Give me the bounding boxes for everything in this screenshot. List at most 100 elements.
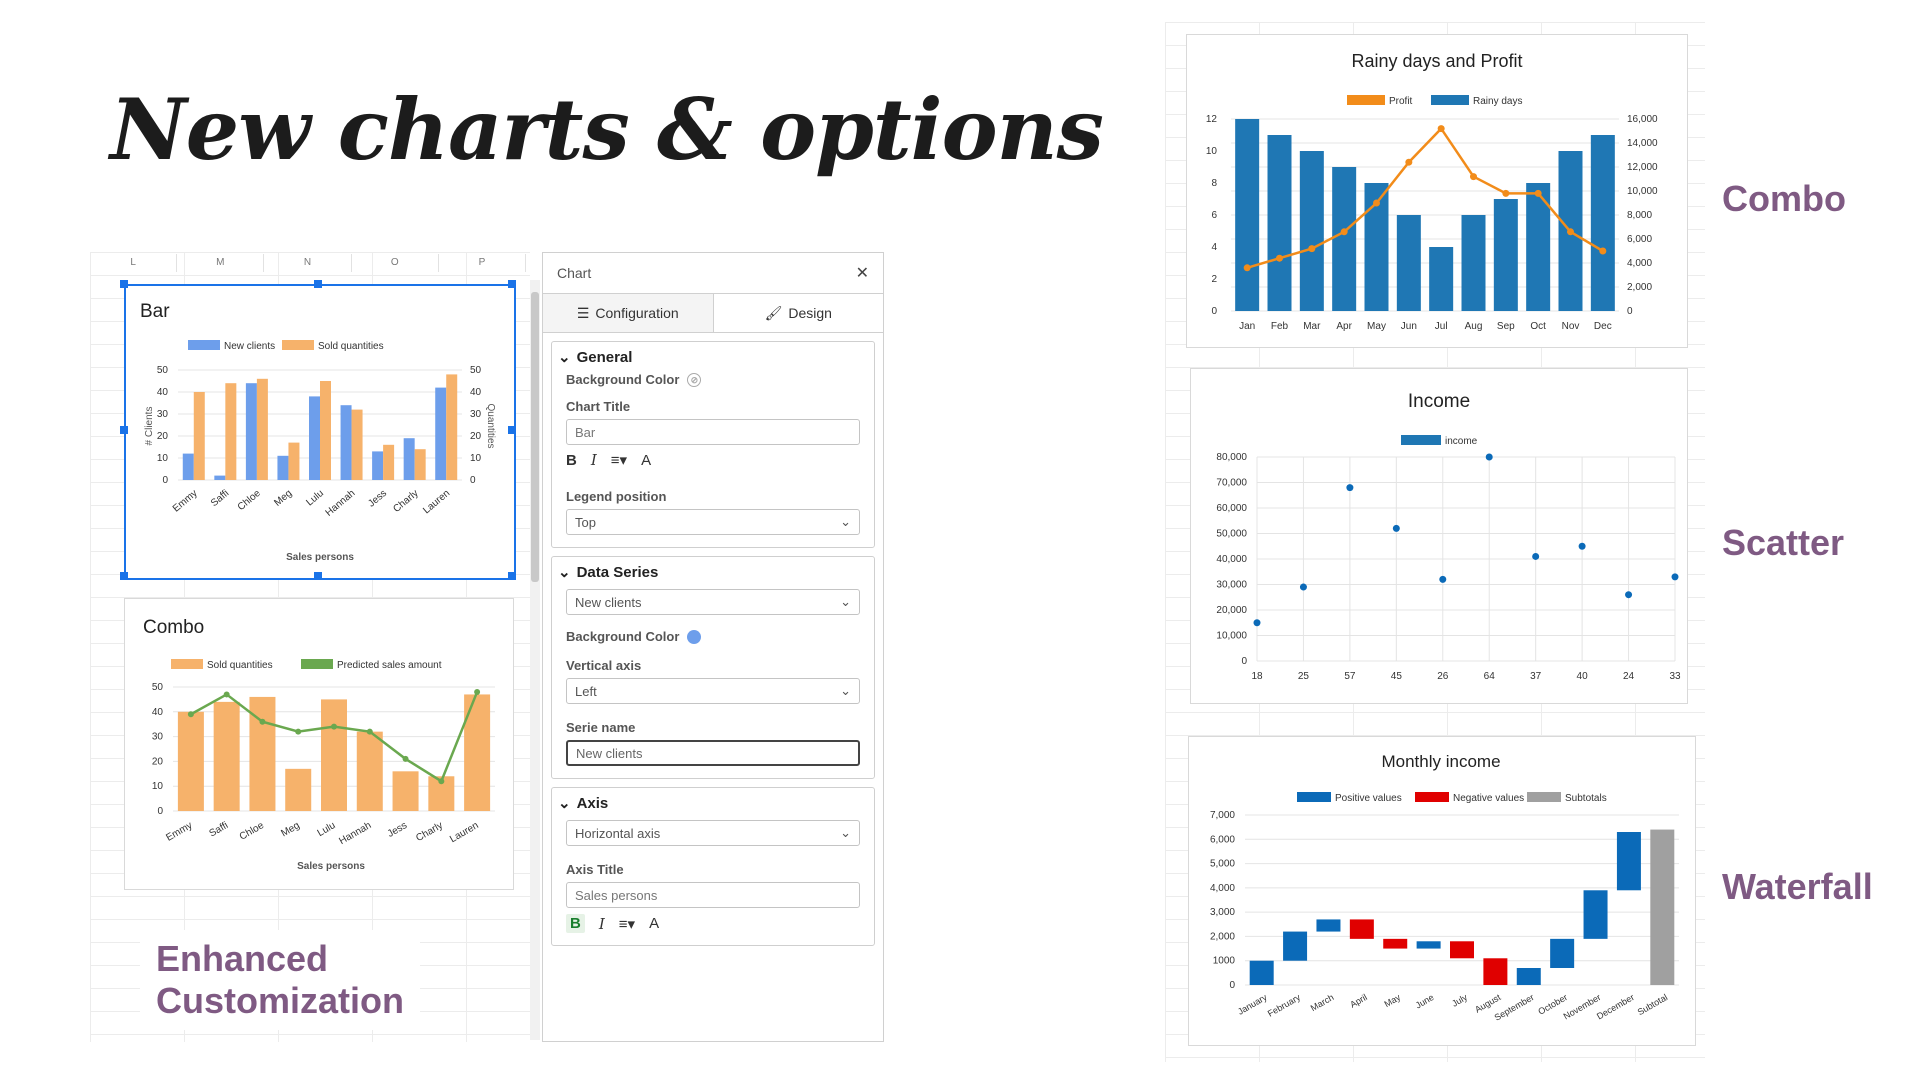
bar	[1396, 215, 1421, 311]
chevron-down-icon: ⌄	[558, 795, 571, 812]
resize-handle[interactable]	[508, 426, 516, 434]
resize-handle[interactable]	[508, 572, 516, 580]
bar	[182, 453, 194, 480]
y-tick-label: 5,000	[1210, 859, 1235, 870]
axis-section-header[interactable]: ⌄ Axis	[558, 794, 860, 813]
scatter-point	[1625, 591, 1633, 599]
panel-title: Chart	[557, 265, 592, 281]
bar	[435, 387, 447, 480]
select-value: New clients	[575, 594, 642, 610]
bar	[356, 731, 383, 811]
x-tick-label: Hannah	[324, 488, 358, 519]
line-point	[438, 778, 445, 785]
column-header[interactable]: O	[352, 254, 439, 272]
line-point	[402, 755, 409, 762]
legend-label: Profit	[1389, 96, 1413, 107]
axis-title-input[interactable]: Sales persons	[566, 882, 860, 908]
x-tick-label: June	[1414, 992, 1436, 1010]
waterfall-bar	[1383, 938, 1408, 949]
chevron-down-icon: ⌄	[840, 594, 851, 609]
line-point	[187, 711, 194, 718]
waterfall-bar	[1516, 968, 1541, 985]
series-select[interactable]: New clients ⌄	[566, 589, 860, 615]
income-scatter-chart: Income income 0 10,000 20,000 30,000 40,000 50,…	[1216, 391, 1681, 682]
chart-title: Monthly income	[1381, 752, 1500, 771]
tab-configuration[interactable]: ☰ Configuration	[543, 294, 714, 332]
line-point	[474, 688, 481, 695]
line-point	[1373, 199, 1380, 207]
line-point	[1276, 254, 1283, 262]
italic-button[interactable]: I	[590, 451, 597, 469]
x-tick-label: Dec	[1594, 321, 1612, 332]
resize-handle[interactable]	[314, 572, 322, 580]
data-series-section-header[interactable]: ⌄ Data Series	[558, 563, 860, 582]
bar	[285, 768, 312, 811]
bold-button[interactable]: B	[566, 914, 585, 933]
y-tick-label: 4,000	[1210, 883, 1235, 894]
column-header[interactable]: P	[439, 254, 527, 272]
enhanced-label-box: Enhanced Customization	[140, 930, 420, 1030]
bar	[1267, 135, 1292, 311]
combo-label: Combo	[1722, 178, 1846, 219]
close-icon[interactable]: ✕	[855, 265, 869, 282]
no-color-icon[interactable]: ⊘	[687, 372, 702, 387]
scrollbar-thumb[interactable]	[531, 292, 539, 582]
align-button[interactable]: ≡▾	[610, 452, 628, 469]
field-label: Background Color	[566, 372, 680, 387]
series-color-swatch[interactable]	[687, 629, 702, 644]
x-tick-label: Jess	[366, 488, 389, 510]
y-tick-label: 10	[152, 781, 164, 792]
y-tick-label: 10	[1206, 146, 1218, 157]
legend-swatch	[1431, 95, 1469, 105]
x-tick-label: March	[1309, 992, 1336, 1013]
scatter-point	[1439, 575, 1447, 583]
x-tick-label: July	[1450, 992, 1469, 1009]
bar	[214, 475, 226, 480]
income-chart-card[interactable]: Income income 0 10,000 20,000 30,000 40,000 50,…	[1190, 368, 1688, 704]
tab-design[interactable]: 🖌 Design	[714, 294, 884, 332]
y-tick-label: 40	[470, 387, 482, 398]
bold-button[interactable]: B	[566, 451, 577, 469]
text-color-button[interactable]: A	[641, 451, 652, 469]
bar	[1235, 119, 1260, 311]
sliders-icon: ☰	[576, 304, 590, 321]
column-header[interactable]: L	[90, 254, 178, 272]
y-tick-label: 4	[1211, 242, 1217, 253]
legend-label: New clients	[224, 341, 275, 352]
legend-swatch	[171, 659, 203, 669]
chart-title-input[interactable]: Bar	[566, 419, 860, 445]
text-color-button[interactable]: A	[649, 915, 660, 932]
line-point	[1567, 228, 1574, 236]
legend-label: income	[1445, 436, 1478, 447]
italic-button[interactable]: I	[598, 914, 605, 933]
y-tick-label: 0	[1627, 306, 1633, 317]
x-tick-label: 40	[1577, 671, 1589, 682]
bar	[321, 699, 347, 811]
hero-title: New charts & options	[110, 80, 1104, 179]
tab-label: Configuration	[595, 305, 679, 321]
align-button[interactable]: ≡▾	[618, 915, 636, 933]
general-section-header[interactable]: ⌄ General	[558, 348, 860, 367]
y-tick-label: 50	[470, 365, 482, 376]
resize-handle[interactable]	[508, 280, 516, 288]
serie-name-input[interactable]: New clients	[566, 740, 860, 766]
rainy-chart-card[interactable]: Rainy days and Profit Profit Rainy days 0 2 4…	[1186, 34, 1688, 348]
x-tick-label: Charly	[414, 820, 445, 844]
monthly-chart-card[interactable]: Monthly income Positive values Negative va…	[1188, 736, 1696, 1046]
vertical-scrollbar[interactable]	[530, 280, 540, 1040]
bg-color-row: Background Color ⊘	[566, 372, 860, 387]
y-tick-label: 40	[157, 387, 169, 398]
resize-handle[interactable]	[120, 280, 128, 288]
vertical-axis-select[interactable]: Left ⌄	[566, 678, 860, 704]
column-header[interactable]: M	[177, 254, 265, 272]
resize-handle[interactable]	[120, 572, 128, 580]
bar-chart-card[interactable]: Bar New clients Sold quantities 0 10 20 30 40 50…	[124, 284, 516, 580]
resize-handle[interactable]	[314, 280, 322, 288]
column-header[interactable]: N	[264, 254, 352, 272]
x-tick-label: Lauren	[448, 820, 480, 845]
combo-chart-card[interactable]: Combo Sold quantities Predicted sales amou…	[124, 598, 514, 890]
axis-select[interactable]: Horizontal axis ⌄	[566, 820, 860, 846]
legend-position-select[interactable]: Top ⌄	[566, 509, 860, 535]
resize-handle[interactable]	[120, 426, 128, 434]
scatter-point	[1253, 619, 1261, 627]
